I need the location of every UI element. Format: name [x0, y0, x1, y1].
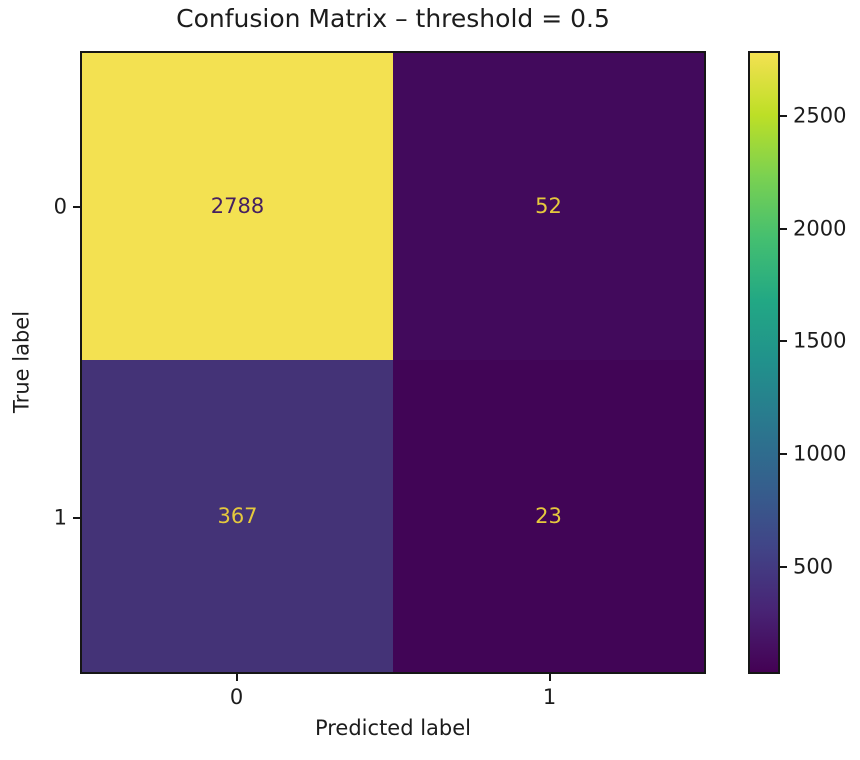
colorbar-tick-mark — [780, 452, 787, 455]
matrix-cell-1-0: 367 — [82, 360, 393, 672]
cell-value: 2788 — [210, 194, 265, 218]
heatmap-grid: 2788 52 367 23 — [80, 51, 706, 674]
colorbar-tick-label: 500 — [793, 554, 834, 579]
x-tick-label: 1 — [542, 685, 557, 709]
cell-value: 52 — [535, 194, 562, 218]
matrix-cell-0-0: 2788 — [82, 53, 393, 361]
y-tick-label: 0 — [53, 194, 67, 219]
colorbar-tick-mark — [780, 565, 787, 568]
colorbar-tick-mark — [780, 227, 787, 230]
matrix-cell-1-1: 23 — [393, 360, 704, 672]
x-tick-mark — [548, 674, 551, 681]
y-tick-label: 1 — [53, 505, 67, 530]
x-tick-label: 0 — [229, 685, 244, 709]
y-tick-mark — [73, 517, 80, 520]
colorbar-tick-label: 2500 — [793, 103, 847, 128]
colorbar — [748, 51, 780, 674]
cell-value: 367 — [217, 503, 258, 528]
y-tick-mark — [73, 205, 80, 208]
matrix-cell-0-1: 52 — [393, 53, 704, 361]
colorbar-tick-label: 2000 — [793, 216, 847, 241]
x-axis-label: Predicted label — [314, 716, 472, 740]
colorbar-tick-mark — [780, 340, 787, 343]
colorbar-tick-label: 1000 — [793, 441, 847, 466]
y-axis-label: True label — [9, 310, 34, 414]
cell-value: 23 — [535, 503, 562, 528]
colorbar-tick-label: 1500 — [793, 328, 847, 353]
chart-title: Confusion Matrix – threshold = 0.5 — [176, 4, 610, 33]
colorbar-tick-mark — [780, 114, 787, 117]
x-tick-mark — [235, 674, 238, 681]
